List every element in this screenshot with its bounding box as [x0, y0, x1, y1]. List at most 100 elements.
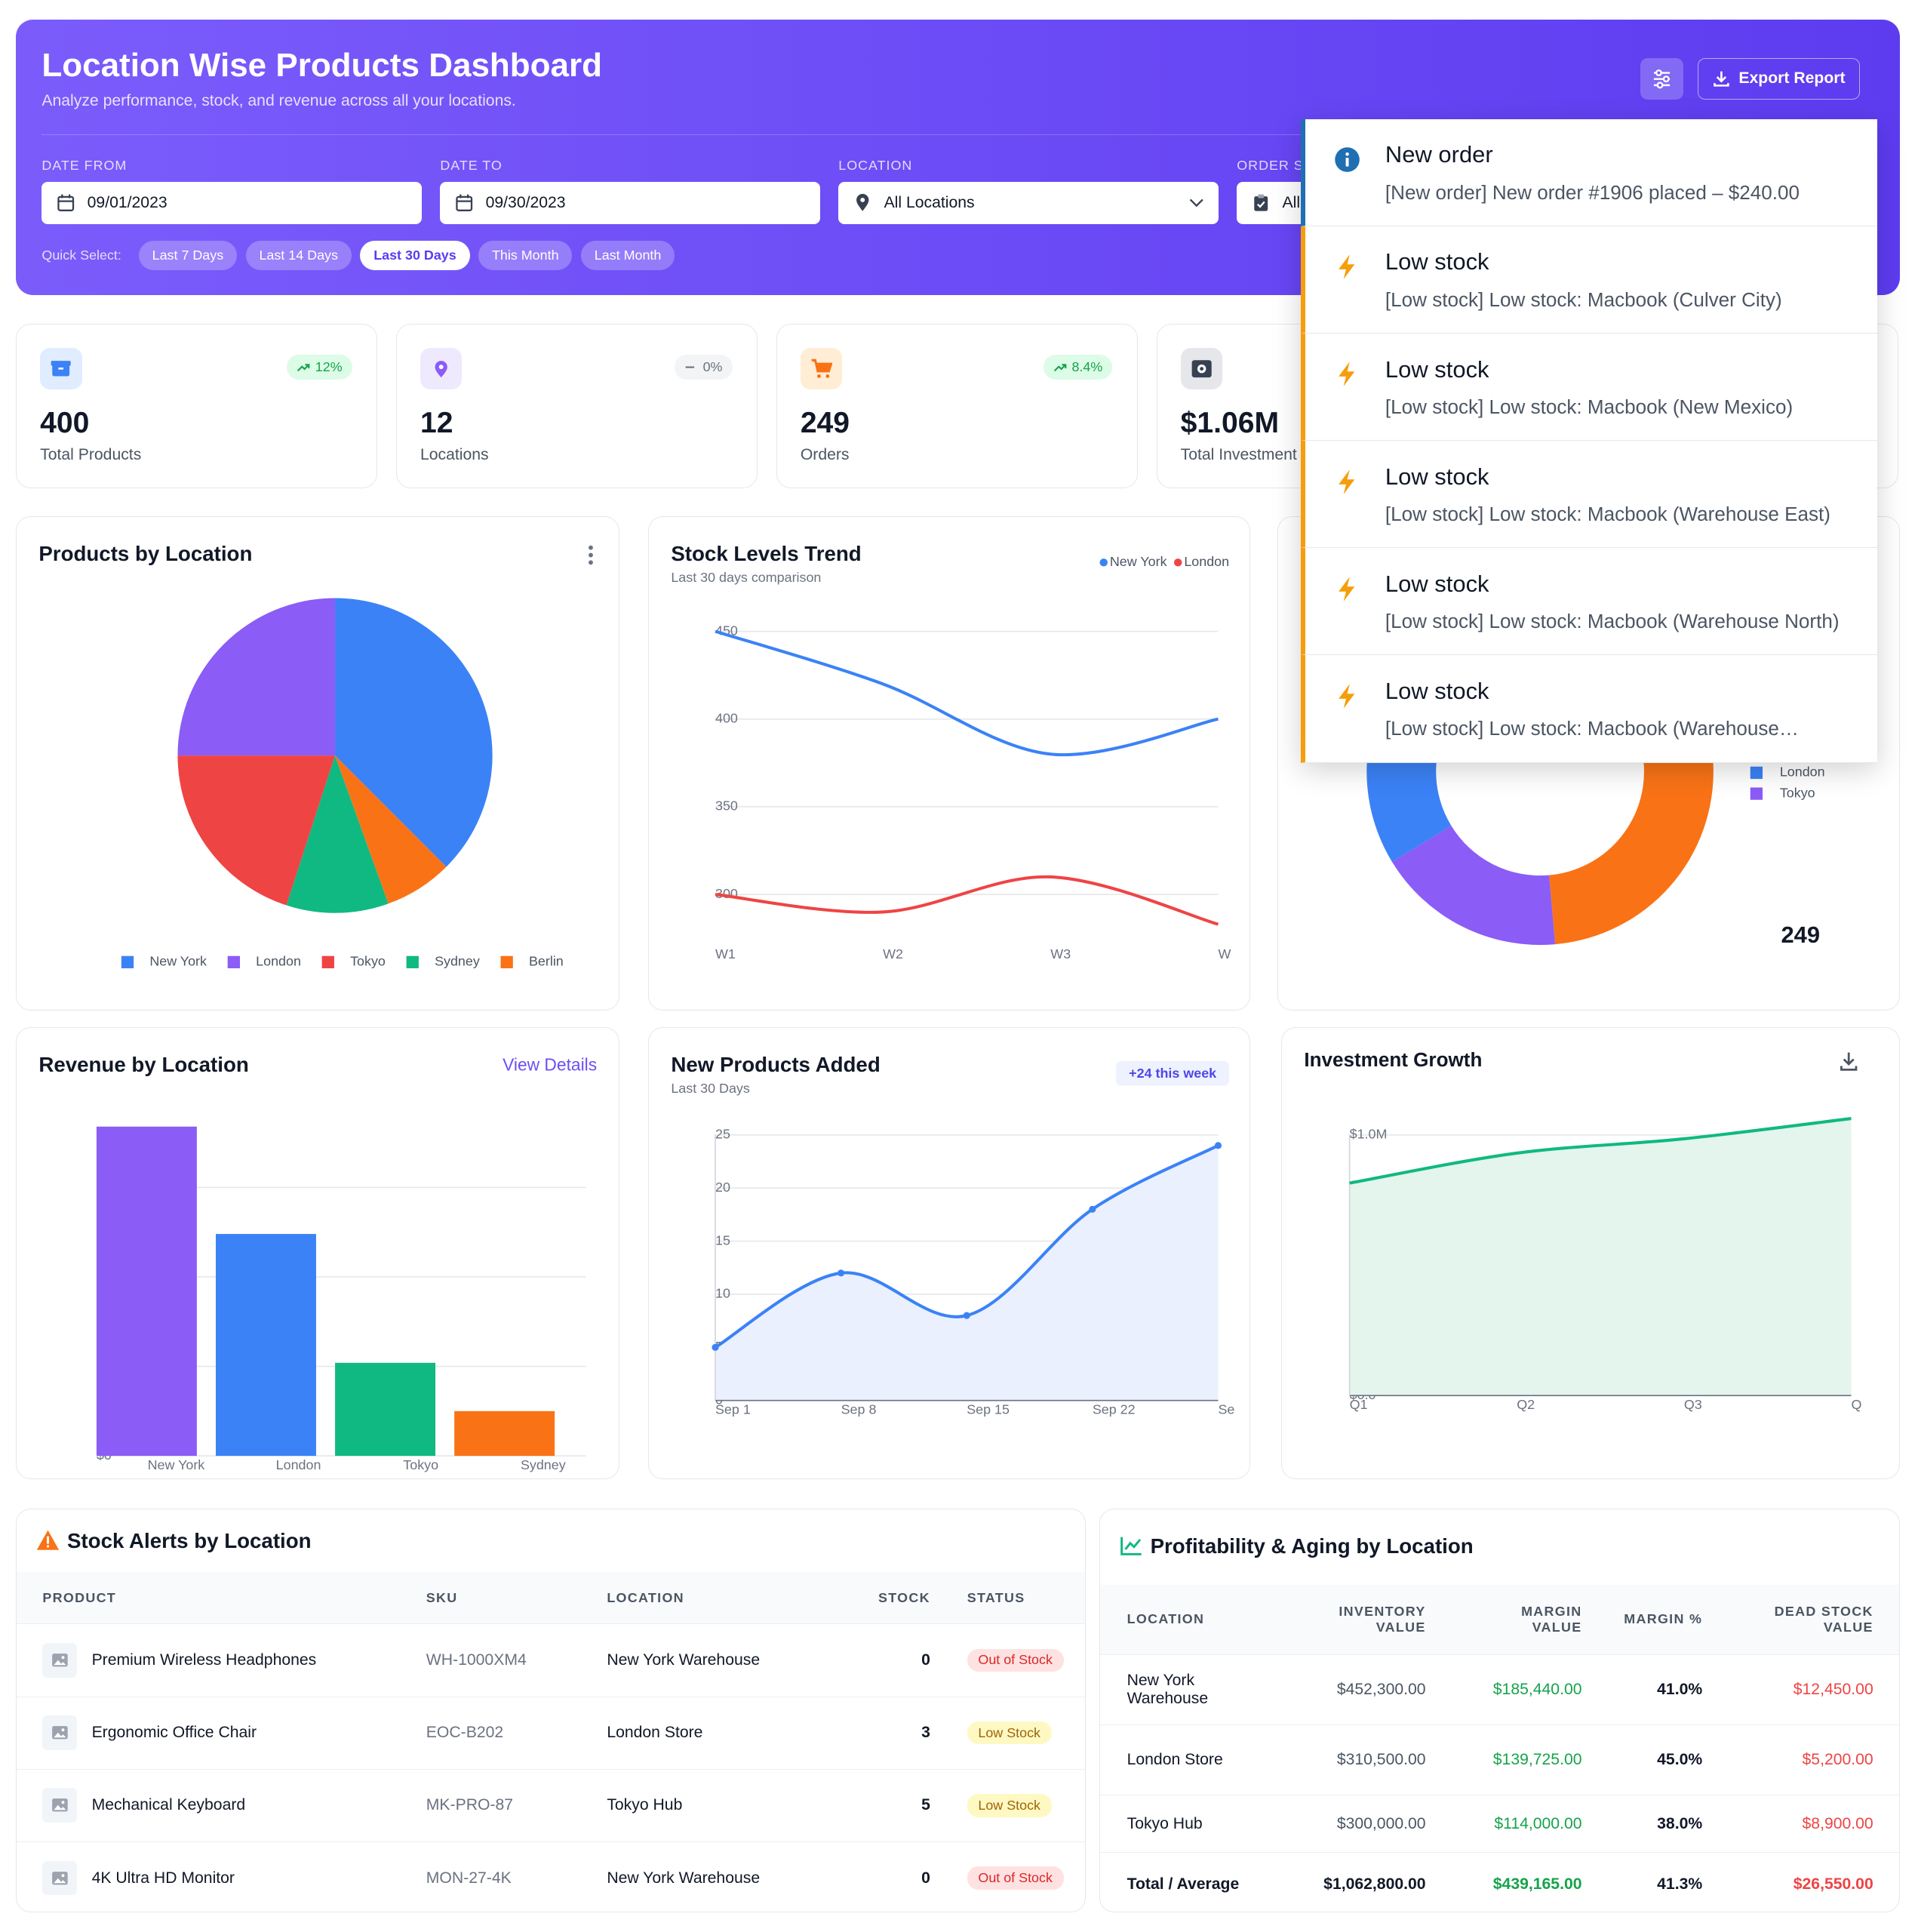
kpi-icon — [1180, 347, 1223, 389]
quick-select-option[interactable]: Last 7 Days — [138, 241, 238, 271]
table-cell: New York Warehouse — [607, 1623, 841, 1697]
x-tick-label: Sydney — [521, 1457, 566, 1472]
line-series — [715, 629, 1219, 757]
legend-label: London — [1780, 764, 1825, 780]
status-badge: Low Stock — [967, 1721, 1052, 1745]
divider — [41, 134, 1874, 136]
legend-swatch — [1750, 787, 1763, 801]
table-cell: $26,550.00 — [1702, 1852, 1899, 1912]
table-cell: 45.0% — [1581, 1724, 1703, 1795]
notification-message: [Low stock] Low stock: Macbook (New Mexi… — [1385, 395, 1794, 418]
column-header: PRODUCT — [17, 1572, 426, 1624]
kpi-card: 8.4% 249 Orders — [776, 323, 1138, 488]
point — [963, 1312, 970, 1319]
view-details-link[interactable]: View Details — [503, 1054, 597, 1074]
table-body: New York Warehouse $452,300.00 $185,440.00… — [1099, 1654, 1899, 1912]
filter-value: 09/01/2023 — [87, 193, 168, 211]
notification[interactable]: New order [New order] New order #1906 pla… — [1301, 119, 1878, 227]
filter-input[interactable]: All Locations — [838, 182, 1219, 224]
pie-slice — [335, 598, 493, 867]
warning-icon — [37, 1531, 60, 1551]
download-icon — [1714, 71, 1729, 87]
table-cell: 41.0% — [1581, 1654, 1703, 1725]
table-cell: 5 — [840, 1768, 930, 1842]
legend-label: Tokyo — [350, 954, 386, 969]
x-tick-label: Q1 — [1350, 1397, 1368, 1412]
table-head: PRODUCT SKU LOCATION STOCK STATUS — [17, 1572, 1085, 1624]
legend-swatch — [321, 956, 335, 969]
table-cell: $185,440.00 — [1425, 1654, 1582, 1725]
area-fill — [1349, 1118, 1852, 1395]
header-row: PRODUCT SKU LOCATION STOCK STATUS — [17, 1572, 1085, 1624]
column-header-text: STATUS — [967, 1589, 1025, 1605]
export-button[interactable]: Export Report — [1698, 57, 1861, 100]
column-header: MARGIN VALUE — [1425, 1584, 1582, 1655]
stock: 0 — [921, 1869, 930, 1887]
pie-slice — [286, 755, 389, 914]
line-chart: Stock Levels Trend Last 30 days comparis… — [671, 542, 1231, 961]
table-cell: London Store — [607, 1696, 841, 1770]
margin-value: $139,725.00 — [1492, 1750, 1582, 1768]
point — [1089, 1205, 1096, 1213]
filter-value: All — [1282, 193, 1301, 211]
chart-title: Stock Levels Trend — [671, 542, 861, 565]
more-menu[interactable] — [589, 546, 594, 565]
quick-select-label: Quick Select: — [41, 248, 121, 263]
pie-slice — [177, 755, 336, 906]
table-row: New York Warehouse $452,300.00 $185,440.00… — [1099, 1654, 1899, 1725]
table-cell: $1,062,800.00 — [1284, 1852, 1426, 1912]
filter-icon — [57, 194, 75, 211]
x-tick-label: New York — [148, 1457, 205, 1472]
product-thumbnail — [42, 1643, 78, 1678]
x-tick-label: Q — [1851, 1397, 1861, 1412]
notification[interactable]: Low stock [Low stock] Low stock: Macbook … — [1301, 548, 1878, 656]
notification[interactable]: Low stock [Low stock] Low stock: Macbook … — [1301, 334, 1878, 441]
filter-icon — [456, 194, 473, 211]
product: 4K Ultra HD Monitor — [42, 1860, 426, 1896]
image-icon — [51, 1654, 68, 1667]
table-cell: Out of Stock — [930, 1623, 1085, 1697]
dead-stock-value: $5,200.00 — [1802, 1750, 1873, 1768]
column-header-text: DEAD STOCK VALUE — [1774, 1603, 1873, 1635]
bar — [97, 1126, 198, 1456]
chart-card: Stock Levels Trend Last 30 days comparis… — [647, 516, 1251, 1011]
table-row: Total / Average $1,062,800.00 $439,165.00 4… — [1099, 1852, 1899, 1912]
table-cell: New York Warehouse — [607, 1841, 841, 1912]
notification[interactable]: Low stock [Low stock] Low stock: Macbook … — [1301, 441, 1878, 549]
kpi-change: 8.4% — [1071, 359, 1103, 375]
notification[interactable]: Low stock [Low stock] Low stock: Macbook … — [1301, 226, 1878, 334]
table-cell: $139,725.00 — [1425, 1724, 1582, 1795]
table-cell: Total / Average — [1099, 1852, 1285, 1912]
table-cell: 3 — [840, 1696, 930, 1770]
x-tick-label: Q3 — [1684, 1397, 1702, 1412]
product: Ergonomic Office Chair — [42, 1715, 426, 1750]
sku: EOC-B202 — [426, 1724, 504, 1742]
legend-swatch — [406, 956, 420, 969]
header-row: LOCATION INVENTORY VALUE MARGIN VALUE MARGI… — [1099, 1584, 1899, 1655]
dead-stock-value: $26,550.00 — [1793, 1875, 1873, 1893]
product: Premium Wireless Headphones — [42, 1643, 426, 1678]
download-button[interactable] — [1840, 1052, 1858, 1071]
filter-input[interactable]: 09/30/2023 — [440, 182, 820, 224]
notification[interactable]: Low stock [Low stock] Low stock: Macbook … — [1301, 655, 1878, 763]
quick-select-option[interactable]: Last Month — [580, 241, 675, 271]
filter-value: 09/30/2023 — [485, 193, 566, 211]
flat-icon — [685, 366, 695, 368]
location: Tokyo Hub — [607, 1796, 683, 1814]
column-header: INVENTORY VALUE — [1284, 1584, 1426, 1655]
y-tick-label: 25 — [715, 1126, 730, 1141]
notification-title: New order — [1385, 141, 1493, 168]
sliders-icon — [1653, 69, 1670, 88]
area-chart: Investment Growth $0.0$200k$400k$600k$80… — [1304, 1048, 1861, 1412]
filter-input[interactable]: 09/01/2023 — [41, 182, 422, 224]
filter-icon — [856, 193, 869, 211]
product: Mechanical Keyboard — [42, 1788, 426, 1823]
quick-select-option[interactable]: Last 30 Days — [360, 241, 470, 271]
filter-settings-button[interactable] — [1640, 57, 1683, 100]
legend-dot — [1173, 558, 1182, 567]
quick-select-option[interactable]: This Month — [478, 241, 573, 271]
x-tick-label: Sep 22 — [1093, 1401, 1136, 1417]
pie-slice — [177, 598, 336, 756]
quick-select-option[interactable]: Last 14 Days — [245, 241, 352, 271]
